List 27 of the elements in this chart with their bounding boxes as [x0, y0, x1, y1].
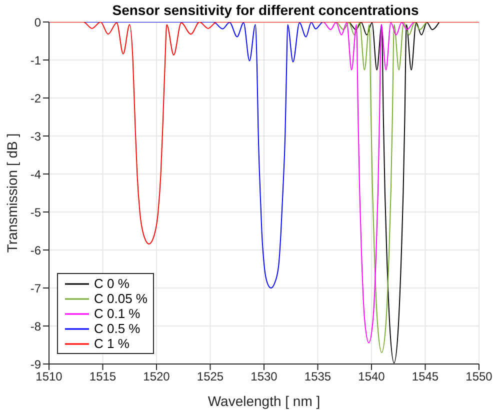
x-tick-label: 1530 [250, 370, 278, 384]
y-tick-label: 0 [34, 15, 42, 30]
y-tick-label: -9 [30, 357, 42, 372]
y-tick-label: -4 [30, 167, 42, 182]
legend-label: C 0.5 % [94, 321, 140, 336]
x-tick-label: 1545 [412, 370, 439, 384]
x-tick-label: 1550 [466, 370, 493, 384]
x-tick-label: 1525 [196, 370, 224, 384]
chart-title: Sensor sensitivity for different concentrations [111, 2, 420, 18]
y-tick-label: -1 [30, 53, 42, 68]
legend-label: C 0.1 % [94, 306, 140, 321]
x-tick-label: 1535 [304, 370, 332, 384]
x-axis-title: Wavelength [ nm ] [208, 393, 320, 409]
x-tick-label: 1520 [143, 370, 170, 384]
x-tick-label: 1510 [36, 370, 63, 384]
legend-label: C 0.05 % [94, 291, 148, 306]
y-tick-label: -7 [30, 281, 42, 296]
y-tick-label: -6 [30, 243, 42, 258]
y-tick-label: -5 [30, 205, 42, 220]
y-tick-label: -8 [30, 319, 42, 334]
y-tick-label: -2 [30, 91, 42, 106]
x-tick-label: 1515 [89, 370, 116, 384]
legend-label: C 0 % [94, 276, 130, 291]
x-tick-label: 1540 [358, 370, 386, 384]
legend-label: C 1 % [94, 336, 130, 351]
y-axis-title: Transmission [ dB ] [4, 133, 20, 253]
y-tick-label: -3 [30, 129, 42, 144]
